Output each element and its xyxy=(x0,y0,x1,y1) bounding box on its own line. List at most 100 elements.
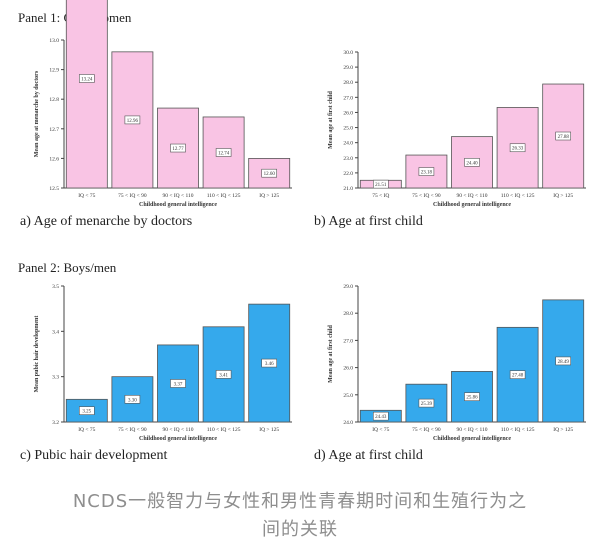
footer-caption: NCDS一般智力与女性和男性青春期时间和生殖行为之 间的关联 xyxy=(0,488,600,544)
value-label: 12.74 xyxy=(218,151,230,156)
value-label: 25.39 xyxy=(421,402,433,407)
x-tick-label: 90 < IQ < 110 xyxy=(456,193,487,199)
value-label: 26.33 xyxy=(512,147,524,152)
value-label-box xyxy=(373,411,389,421)
value-label-box xyxy=(261,168,277,178)
caption-a: a) Age of menarche by doctors xyxy=(20,214,193,229)
value-label-box xyxy=(418,398,435,408)
y-tick-label: 26.0 xyxy=(343,366,353,372)
y-tick-label: 12.8 xyxy=(49,97,59,103)
value-label-box xyxy=(261,358,277,368)
value-label-box xyxy=(464,392,480,402)
caption-d: d) Age at first child xyxy=(314,448,423,463)
value-label-box xyxy=(79,406,95,415)
x-axis-label: Childhood general intelligence xyxy=(433,436,511,442)
x-axis-label: Childhood general intelligence xyxy=(139,436,217,442)
x-tick-label: 75 < IQ < 90 xyxy=(118,193,147,199)
x-tick-label: 110 < IQ < 125 xyxy=(207,427,241,433)
x-tick-label: 75 < IQ < 90 xyxy=(118,427,147,433)
value-label: 28.49 xyxy=(558,360,570,365)
value-label: 12.77 xyxy=(172,147,184,152)
panel2-title: Panel 2: Boys/men xyxy=(18,260,117,275)
x-tick-label: IQ < 75 xyxy=(372,427,389,433)
x-tick-label: IQ > 125 xyxy=(259,193,279,199)
value-label-box xyxy=(170,143,186,153)
y-axis-label: Mean age at first child xyxy=(328,91,334,149)
x-tick-label: 90 < IQ < 110 xyxy=(456,427,487,433)
x-tick-label: 75 < IQ xyxy=(372,193,389,199)
value-label: 3.46 xyxy=(265,362,274,367)
y-tick-label: 29.0 xyxy=(343,65,353,71)
value-label-box xyxy=(464,158,480,167)
x-tick-label: 75 < IQ < 90 xyxy=(412,427,441,433)
value-label-box xyxy=(418,167,435,176)
y-tick-label: 25.0 xyxy=(343,393,353,399)
value-label-box xyxy=(555,356,571,366)
value-label: 12.60 xyxy=(264,172,276,177)
value-label-box xyxy=(124,395,141,404)
value-label: 12.96 xyxy=(127,119,139,124)
x-tick-label: 110 < IQ < 125 xyxy=(501,427,535,433)
x-tick-label: IQ > 125 xyxy=(553,193,573,199)
y-tick-label: 27.0 xyxy=(343,338,353,344)
value-label: 3.41 xyxy=(219,373,228,378)
value-label-box xyxy=(215,148,232,157)
y-tick-label: 29.0 xyxy=(343,284,353,290)
x-axis-label: Childhood general intelligence xyxy=(433,202,511,208)
y-tick-label: 26.0 xyxy=(343,110,353,116)
value-label-box xyxy=(509,370,526,379)
y-tick-label: 27.0 xyxy=(343,95,353,101)
y-tick-label: 13.0 xyxy=(49,38,59,44)
chart-b-first-child-women: 21.0 22.0 23.0 24.0 25.0 26.0 27.0 28.0 29.0 30.0… xyxy=(328,50,586,208)
value-label-box xyxy=(509,143,526,153)
value-label-box xyxy=(373,179,389,189)
y-axis-label: Mean age at menarche by doctors xyxy=(34,70,40,157)
value-label: 24.40 xyxy=(466,161,478,166)
y-tick-label: 3.4 xyxy=(52,329,59,335)
y-tick-label: 12.9 xyxy=(49,68,59,74)
value-label-box xyxy=(170,379,186,388)
y-tick-label: 28.0 xyxy=(343,311,353,317)
caption-b: b) Age at first child xyxy=(314,214,423,229)
value-label: 25.86 xyxy=(466,396,478,401)
y-tick-label: 12.7 xyxy=(49,127,59,133)
x-tick-label: IQ < 75 xyxy=(78,427,95,433)
value-label: 27.48 xyxy=(512,374,524,379)
x-tick-label: 110 < IQ < 125 xyxy=(501,193,535,199)
value-label: 13.24 xyxy=(81,77,93,82)
footer-line-2: 间的关联 xyxy=(262,519,338,540)
value-label: 24.43 xyxy=(375,415,387,420)
value-label-box xyxy=(555,131,571,141)
y-axis-label: Mean age at first child xyxy=(328,325,334,383)
x-tick-label: 75 < IQ < 90 xyxy=(412,193,441,199)
y-tick-label: 12.6 xyxy=(49,156,59,162)
x-tick-label: IQ > 125 xyxy=(259,427,279,433)
y-tick-label: 28.0 xyxy=(343,80,353,86)
y-tick-label: 3.3 xyxy=(52,375,59,381)
y-tick-label: 24.0 xyxy=(343,141,353,147)
caption-c: c) Pubic hair development xyxy=(20,448,168,463)
value-label: 23.18 xyxy=(421,171,433,176)
y-tick-label: 23.0 xyxy=(343,156,353,162)
value-label: 3.37 xyxy=(174,382,183,387)
y-tick-label: 12.5 xyxy=(49,186,59,192)
x-tick-label: IQ < 75 xyxy=(78,193,95,199)
y-axis-label: Mean pubic hair development xyxy=(34,316,40,393)
y-tick-label: 25.0 xyxy=(343,126,353,132)
value-label: 27.88 xyxy=(558,135,570,140)
y-tick-label: 30.0 xyxy=(343,50,353,56)
value-label-box xyxy=(124,115,141,125)
chart-d-first-child-men: 24.0 25.0 26.0 27.0 28.0 29.0 24.43 IQ < 75 25.3… xyxy=(328,284,586,442)
x-tick-label: IQ > 125 xyxy=(553,427,573,433)
x-tick-label: 110 < IQ < 125 xyxy=(207,193,241,199)
value-label-box xyxy=(79,74,95,83)
footer-line-1: NCDS一般智力与女性和男性青春期时间和生殖行为之 xyxy=(72,491,528,512)
y-tick-label: 3.5 xyxy=(52,284,59,290)
x-tick-label: 90 < IQ < 110 xyxy=(162,427,193,433)
value-label: 3.25 xyxy=(82,410,91,415)
y-tick-label: 22.0 xyxy=(343,171,353,177)
y-tick-label: 3.2 xyxy=(52,420,59,426)
value-label: 3.30 xyxy=(128,398,137,403)
value-label-box xyxy=(215,370,232,379)
chart-c-pubic-hair: 3.2 3.3 3.4 3.5 3.25 IQ < 75 3.30 75 < IQ < 90 3… xyxy=(34,284,292,442)
